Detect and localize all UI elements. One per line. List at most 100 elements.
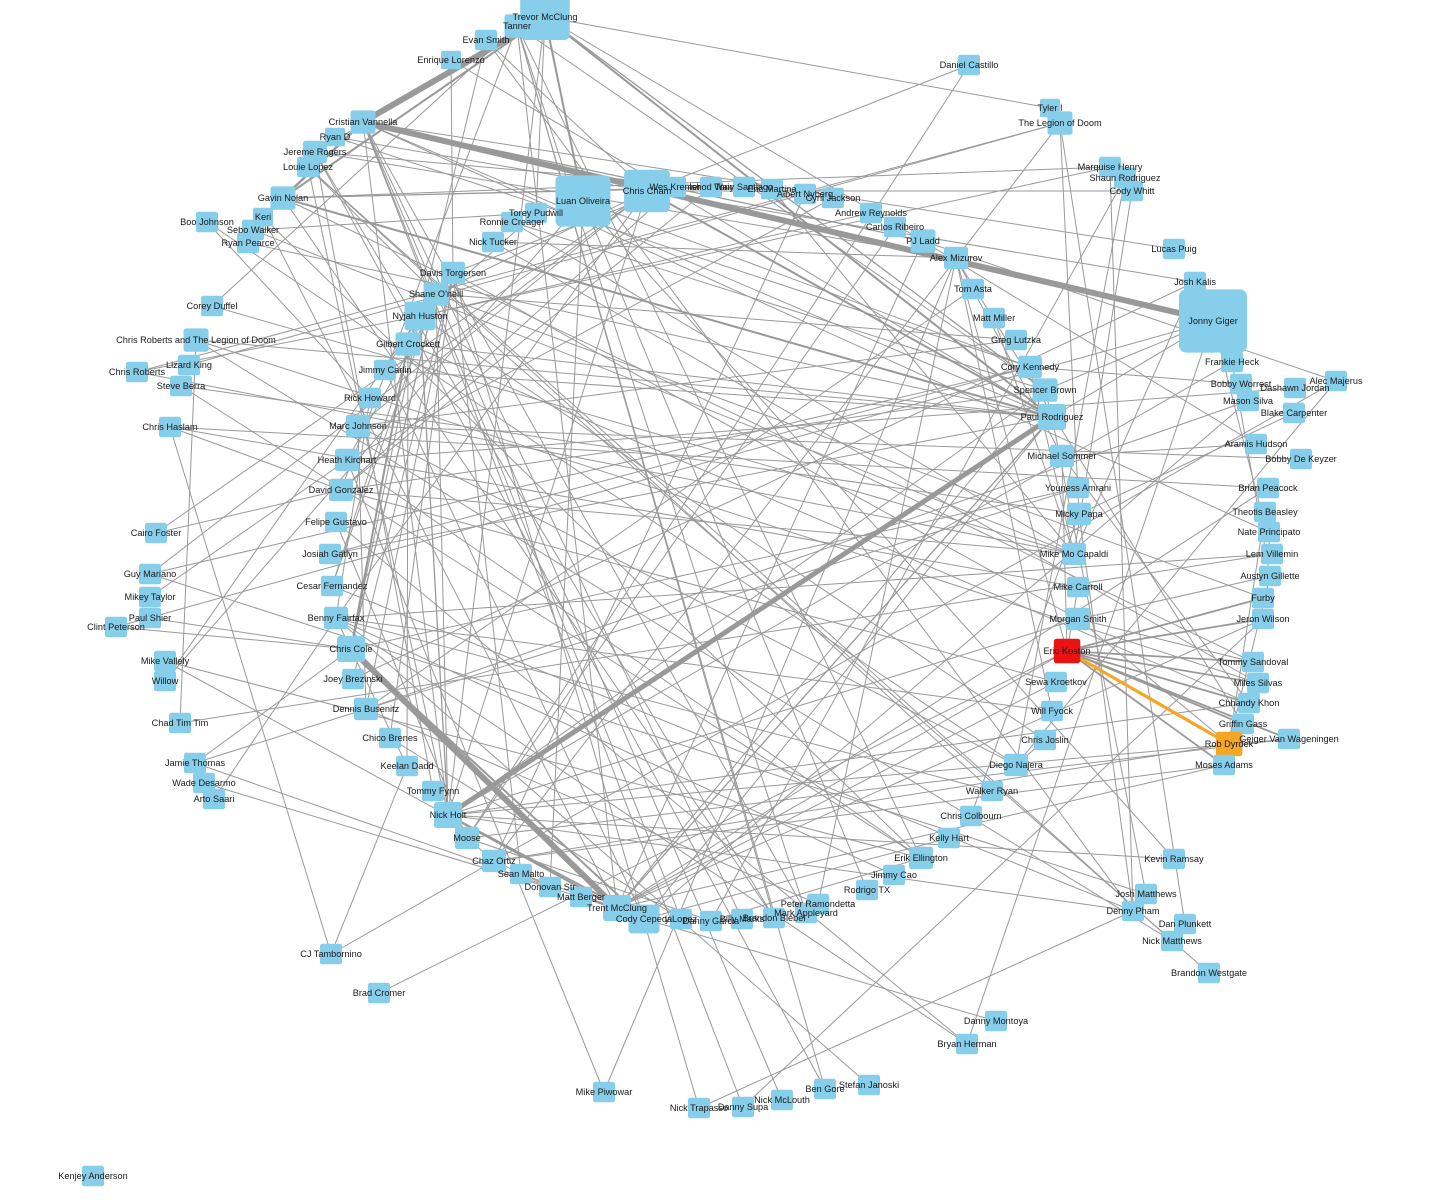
svg-text:Enrique Lorenzo: Enrique Lorenzo <box>417 55 484 65</box>
svg-text:Geiger Van Wageningen: Geiger Van Wageningen <box>1239 734 1339 744</box>
svg-text:Rick Howard: Rick Howard <box>344 393 396 403</box>
svg-text:Sewa Kroetkov: Sewa Kroetkov <box>1025 677 1087 687</box>
svg-text:Furby: Furby <box>1251 593 1275 603</box>
svg-text:Nyjah Huston: Nyjah Huston <box>392 311 447 321</box>
svg-text:Marc Johnson: Marc Johnson <box>329 421 387 431</box>
svg-text:Michael Sommer: Michael Sommer <box>1028 451 1097 461</box>
svg-text:Wade Desarmo: Wade Desarmo <box>172 778 235 788</box>
svg-text:Kenjey Anderson: Kenjey Anderson <box>58 1171 127 1181</box>
svg-text:Cody Whitt: Cody Whitt <box>1110 186 1155 196</box>
svg-text:Chris Cole: Chris Cole <box>330 644 373 654</box>
svg-text:Heath Kirchart: Heath Kirchart <box>318 455 377 465</box>
svg-text:Ronnie Creager: Ronnie Creager <box>480 217 545 227</box>
svg-text:Brian Peacock: Brian Peacock <box>1238 483 1298 493</box>
svg-text:Peter Ramondetta: Peter Ramondetta <box>781 899 856 909</box>
svg-text:Alex Mizurov: Alex Mizurov <box>930 253 983 263</box>
svg-text:Chad Tim Tim: Chad Tim Tim <box>152 718 209 728</box>
svg-text:Chris Haslam: Chris Haslam <box>142 422 197 432</box>
svg-text:Luan Oliveira: Luan Oliveira <box>556 196 611 206</box>
svg-text:Rodrigo TX: Rodrigo TX <box>844 885 890 895</box>
svg-text:Steve Berra: Steve Berra <box>157 381 206 391</box>
svg-text:Evan Smith: Evan Smith <box>463 35 510 45</box>
svg-text:Mason Silva: Mason Silva <box>1223 396 1274 406</box>
svg-text:Sebo Walker: Sebo Walker <box>227 225 279 235</box>
svg-text:Felipe Gustavo: Felipe Gustavo <box>305 517 367 527</box>
svg-text:Nick Holt: Nick Holt <box>430 810 467 820</box>
svg-text:Dan Plunkett: Dan Plunkett <box>1159 919 1212 929</box>
svg-text:Boo Johnson: Boo Johnson <box>180 217 234 227</box>
svg-text:Miles Silvas: Miles Silvas <box>1234 678 1283 688</box>
svg-text:Kevin Ramsay: Kevin Ramsay <box>1144 854 1204 864</box>
svg-text:Cairo Foster: Cairo Foster <box>131 528 182 538</box>
svg-text:PJ Ladd: PJ Ladd <box>906 236 940 246</box>
svg-text:Carlos Ribeiro: Carlos Ribeiro <box>866 222 924 232</box>
svg-text:Gilbert Crockett: Gilbert Crockett <box>376 339 440 349</box>
svg-text:Benny Fairfax: Benny Fairfax <box>308 613 365 623</box>
svg-text:Tom Asta: Tom Asta <box>954 284 993 294</box>
svg-text:Gavin Nolan: Gavin Nolan <box>258 193 309 203</box>
svg-text:Davis Torgerson: Davis Torgerson <box>420 268 486 278</box>
svg-text:Cory Kennedy: Cory Kennedy <box>1001 362 1060 372</box>
svg-text:Willow: Willow <box>152 676 179 686</box>
svg-text:Cesar Fernandez: Cesar Fernandez <box>297 581 368 591</box>
svg-text:Ryan Pearce: Ryan Pearce <box>221 238 274 248</box>
svg-text:Kelly Hart: Kelly Hart <box>929 833 969 843</box>
svg-text:Tyler I: Tyler I <box>1037 103 1062 113</box>
svg-text:Griffin Gass: Griffin Gass <box>1219 719 1268 729</box>
svg-text:Denny Pham: Denny Pham <box>1106 906 1159 916</box>
svg-text:Keelan Dadd: Keelan Dadd <box>380 761 433 771</box>
svg-text:Nick McLouth: Nick McLouth <box>754 1095 810 1105</box>
svg-text:Nate Principato: Nate Principato <box>1238 527 1301 537</box>
svg-text:Paul Rodriguez: Paul Rodriguez <box>1021 412 1084 422</box>
svg-text:Shaun Rodriguez: Shaun Rodriguez <box>1090 173 1161 183</box>
svg-text:Eric Koston: Eric Koston <box>1044 646 1091 656</box>
svg-text:Cyril Jackson: Cyril Jackson <box>806 193 861 203</box>
svg-text:Chris Colbourn: Chris Colbourn <box>940 811 1001 821</box>
svg-text:Trent McClung: Trent McClung <box>587 903 647 913</box>
svg-text:Mike Carroll: Mike Carroll <box>1053 582 1102 592</box>
svg-text:Jamie Thomas: Jamie Thomas <box>165 758 225 768</box>
svg-text:Morgan Smith: Morgan Smith <box>1049 614 1106 624</box>
svg-text:Keri: Keri <box>255 212 271 222</box>
svg-text:Moose: Moose <box>453 833 481 843</box>
svg-text:Clint Peterson: Clint Peterson <box>87 622 145 632</box>
svg-text:David Gonzalez: David Gonzalez <box>309 485 374 495</box>
svg-text:Matt Miller: Matt Miller <box>973 313 1015 323</box>
svg-text:Theotis Beasley: Theotis Beasley <box>1232 507 1298 517</box>
svg-text:Mikey Taylor: Mikey Taylor <box>125 592 176 602</box>
svg-text:Mark Appleyard: Mark Appleyard <box>774 908 838 918</box>
svg-text:Mike Mo Capaldi: Mike Mo Capaldi <box>1040 549 1108 559</box>
svg-text:Austyn Gillette: Austyn Gillette <box>1240 571 1299 581</box>
svg-text:Corey Duffel: Corey Duffel <box>187 301 238 311</box>
svg-text:Blake Carpenter: Blake Carpenter <box>1261 408 1327 418</box>
svg-text:Andrew Reynolds: Andrew Reynolds <box>835 208 907 218</box>
svg-text:Greg Lutzka: Greg Lutzka <box>991 335 1042 345</box>
svg-text:Spencer Brown: Spencer Brown <box>1014 385 1077 395</box>
svg-text:Chico Brenes: Chico Brenes <box>362 733 418 743</box>
svg-text:Mike Piwowar: Mike Piwowar <box>576 1087 633 1097</box>
svg-text:Sean Malto: Sean Malto <box>498 869 544 879</box>
svg-text:Lucas Puig: Lucas Puig <box>1151 244 1196 254</box>
svg-text:Micky Papa: Micky Papa <box>1055 509 1103 519</box>
svg-text:Diego Najera: Diego Najera <box>989 760 1044 770</box>
svg-text:Bobby De Keyzer: Bobby De Keyzer <box>1265 454 1337 464</box>
svg-text:Marquise Henry: Marquise Henry <box>1078 162 1143 172</box>
svg-text:Jonny Giger: Jonny Giger <box>1188 316 1238 326</box>
svg-text:Aramis Hudson: Aramis Hudson <box>1225 439 1288 449</box>
svg-text:Mike Vallely: Mike Vallely <box>141 656 190 666</box>
svg-text:Lizard King: Lizard King <box>166 360 212 370</box>
svg-text:Chaz Ortiz: Chaz Ortiz <box>472 856 516 866</box>
svg-text:Nick Tucker: Nick Tucker <box>469 237 517 247</box>
svg-text:Josh Kalis: Josh Kalis <box>1174 277 1216 287</box>
svg-text:Jimmy Cao: Jimmy Cao <box>871 870 917 880</box>
svg-text:Tommy Sandoval: Tommy Sandoval <box>1218 657 1288 667</box>
svg-text:Donovan Str: Donovan Str <box>524 882 575 892</box>
svg-text:Matt Berger: Matt Berger <box>557 892 605 902</box>
svg-text:Guy Mariano: Guy Mariano <box>124 569 177 579</box>
svg-text:The Legion of Doom: The Legion of Doom <box>1018 118 1102 128</box>
svg-text:Tommy Fynn: Tommy Fynn <box>407 786 460 796</box>
svg-text:Cristian Vannella: Cristian Vannella <box>329 117 399 127</box>
svg-text:Erik Ellington: Erik Ellington <box>894 853 948 863</box>
svg-text:Jeron Wilson: Jeron Wilson <box>1236 614 1289 624</box>
svg-text:Walker Ryan: Walker Ryan <box>966 786 1018 796</box>
